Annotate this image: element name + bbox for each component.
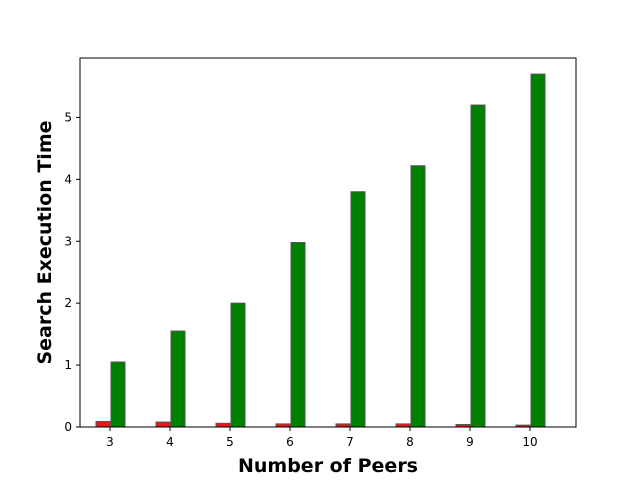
bar-series-1-5	[215, 422, 231, 428]
y-tick-label: 4	[64, 172, 72, 186]
y-tick-label: 2	[64, 296, 72, 310]
y-tick-label: 3	[64, 234, 72, 248]
bar-series-2-5	[230, 302, 246, 428]
bar-series-2-10	[530, 73, 546, 428]
bar-series-2-3	[110, 361, 126, 428]
bar-series-1-3	[95, 420, 111, 428]
y-tick-label: 0	[64, 420, 72, 434]
x-tick-label: 7	[346, 435, 354, 449]
y-axis-ticks: 0 1 2 3 4 5	[64, 110, 80, 434]
bars-group	[95, 73, 546, 428]
x-tick-label: 10	[522, 435, 537, 449]
x-tick-label: 5	[226, 435, 234, 449]
bar-series-2-4	[170, 330, 186, 428]
x-tick-label: 3	[106, 435, 114, 449]
bar-series-2-8	[410, 165, 426, 428]
x-axis-ticks: 3 4 5 6 7 8 9 10	[106, 427, 538, 449]
bar-series-2-6	[290, 242, 306, 428]
y-tick-label: 5	[64, 110, 72, 124]
x-axis-label: Number of Peers	[238, 455, 418, 477]
bar-series-2-9	[470, 104, 486, 428]
x-tick-label: 6	[286, 435, 294, 449]
x-tick-label: 9	[466, 435, 474, 449]
plot-area-frame	[79, 57, 577, 428]
x-tick-label: 4	[166, 435, 174, 449]
bar-series-2-7	[350, 191, 366, 428]
y-axis-label: Search Execution Time	[34, 120, 56, 364]
bar-series-1-4	[155, 421, 171, 428]
x-tick-label: 8	[406, 435, 414, 449]
y-tick-label: 1	[64, 358, 72, 372]
